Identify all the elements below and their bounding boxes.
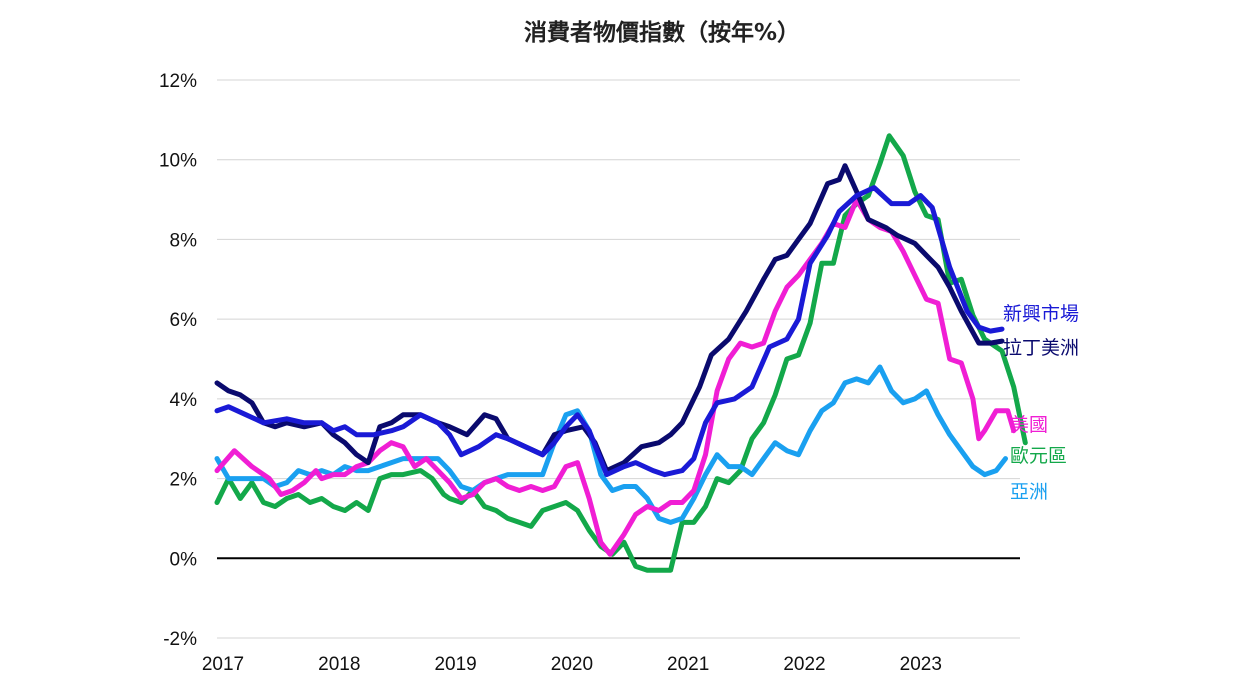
x-tick-label: 2017 — [202, 654, 244, 675]
y-tick-label: 4% — [170, 390, 198, 411]
y-tick-label: 8% — [170, 230, 198, 251]
y-tick-label: -2% — [163, 629, 197, 650]
series-label-0: 新興市場 — [1003, 303, 1079, 325]
series-line-2 — [214, 197, 1017, 557]
y-tick-label: 10% — [159, 151, 197, 172]
y-tick-label: 12% — [159, 71, 197, 92]
x-tick-label: 2023 — [900, 654, 942, 675]
gridlines — [217, 79, 1020, 639]
series-line-1 — [214, 163, 1005, 474]
y-tick-label: 6% — [170, 310, 198, 331]
y-axis-tick-labels: -2% 0% 2% 4% 6% 8% 10% 12% — [159, 71, 197, 650]
x-axis-tick-labels: 2017 2018 2019 2020 2021 2022 2023 — [202, 654, 942, 675]
series-lines — [214, 133, 1028, 573]
series-label-1: 拉丁美洲 — [1003, 337, 1079, 359]
series-line-0 — [214, 185, 1005, 478]
x-tick-label: 2018 — [318, 654, 360, 675]
x-tick-label: 2019 — [434, 654, 476, 675]
series-label-2: 美國 — [1010, 414, 1048, 436]
x-tick-label: 2020 — [551, 654, 593, 675]
series-line-4 — [214, 364, 1008, 525]
x-tick-label: 2021 — [667, 654, 709, 675]
series-label-3: 歐元區 — [1010, 445, 1067, 467]
chart-title: 消費者物價指數（按年%） — [524, 19, 800, 46]
x-tick-label: 2022 — [783, 654, 825, 675]
series-line-3 — [214, 133, 1028, 573]
y-tick-label: 0% — [170, 549, 198, 570]
series-label-4: 亞洲 — [1010, 481, 1048, 503]
y-tick-label: 2% — [170, 470, 198, 491]
